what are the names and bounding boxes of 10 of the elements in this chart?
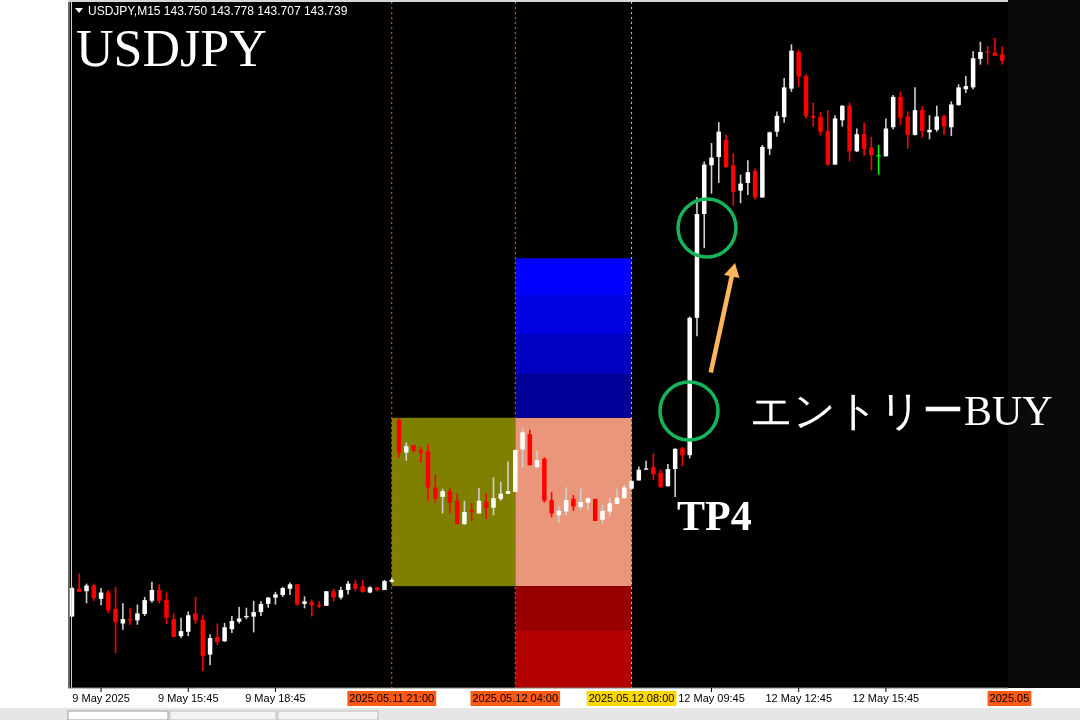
annotation: TP4 — [677, 493, 752, 539]
x-tick-label: 9 May 18:45 — [245, 692, 306, 704]
x-tick-label: 9 May 15:45 — [158, 692, 219, 704]
x-tick-label: 9 May 2025 — [72, 692, 130, 704]
x-tick-label: 12 May 15:45 — [852, 692, 920, 704]
chart-subtitle: USDJPY,M15 143.750 143.778 143.707 143.739 — [88, 4, 348, 18]
x-tick-label: 12 May 12:45 — [765, 692, 833, 704]
x-tick-label: 12 May 09:45 — [678, 692, 745, 704]
chart-title: USDJPY — [76, 20, 267, 77]
annotation: エントリーBUY — [750, 388, 1053, 434]
